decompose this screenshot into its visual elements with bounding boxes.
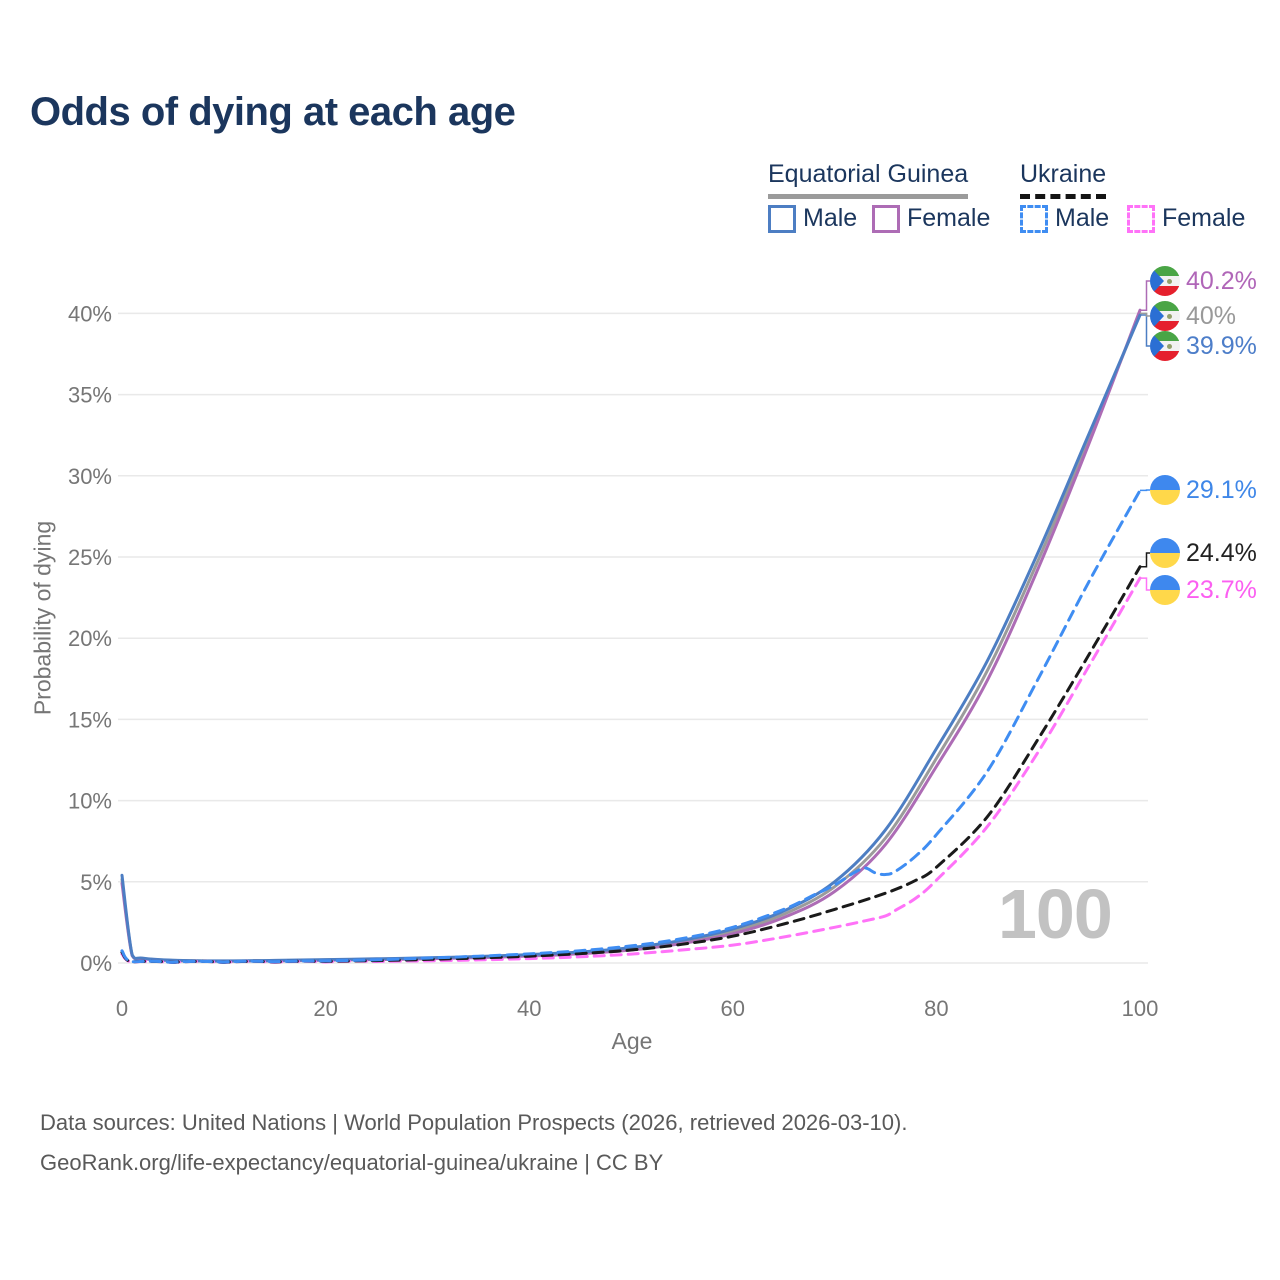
flag-ukraine-icon — [1150, 538, 1180, 568]
end-label-value: 40.2% — [1186, 266, 1257, 295]
legend-swatch-ua-female-icon — [1127, 204, 1155, 233]
series-line-ukraine-both[interactable] — [120, 565, 1142, 964]
end-label-connector — [1140, 312, 1150, 317]
legend-group-ukraine[interactable]: Ukraine — [1020, 160, 1107, 199]
end-label-connector — [1140, 552, 1150, 568]
series-line-ukraine-male[interactable] — [120, 488, 1142, 964]
flag-equatorial-guinea-icon — [1150, 331, 1180, 361]
x-tick-label: 60 — [721, 996, 745, 1021]
legend-swatch-eg-male-icon — [768, 204, 796, 233]
legend-item-ua-male[interactable]: Male — [1020, 204, 1109, 233]
flag-equatorial-guinea-icon — [1150, 301, 1180, 331]
y-axis-title: Probability of dying — [29, 520, 56, 716]
data-sources-text: Data sources: United Nations | World Pop… — [40, 1110, 908, 1135]
end-label-connector — [1140, 314, 1150, 347]
legend-group-equatorial-guinea[interactable]: Equatorial Guinea — [768, 160, 969, 199]
y-tick-label: 40% — [68, 301, 112, 326]
page-title: Odds of dying at each age — [30, 90, 516, 134]
legend-swatch-eg-female-icon — [872, 204, 900, 233]
end-label-eg-male: 39.9% — [1150, 331, 1257, 361]
end-label-connector — [1140, 577, 1150, 591]
legend-label: Male — [803, 204, 858, 232]
end-label-ua-female: 23.7% — [1150, 575, 1257, 605]
legend-label: Female — [907, 204, 991, 232]
end-label-value: 24.4% — [1186, 538, 1257, 567]
y-tick-label: 35% — [68, 383, 112, 408]
y-tick-label: 5% — [80, 870, 112, 895]
end-label-eg-total: 40% — [1150, 301, 1236, 331]
y-tick-label: 25% — [68, 545, 112, 570]
end-label-value: 23.7% — [1186, 575, 1257, 604]
x-tick-label: 80 — [924, 996, 948, 1021]
end-label-ua-male: 29.1% — [1150, 475, 1257, 505]
series-line-equatorial-guinea-female[interactable] — [120, 308, 1142, 963]
y-tick-label: 0% — [80, 951, 112, 976]
flag-ukraine-icon — [1150, 475, 1180, 505]
legend-item-ua-female[interactable]: Female — [1127, 204, 1245, 233]
x-tick-label: 40 — [517, 996, 541, 1021]
legend-item-eg-male[interactable]: Male — [768, 204, 857, 233]
series-line-equatorial-guinea-both[interactable] — [120, 311, 1142, 963]
end-label-connector — [1140, 280, 1150, 311]
y-tick-label: 10% — [68, 789, 112, 814]
y-tick-label: 30% — [68, 464, 112, 489]
flag-equatorial-guinea-icon — [1150, 266, 1180, 296]
x-tick-label: 0 — [116, 996, 128, 1021]
y-tick-label: 15% — [68, 707, 112, 732]
x-axis-title: Age — [611, 1028, 653, 1054]
end-label-ua-total: 24.4% — [1150, 538, 1257, 568]
end-label-value: 40% — [1186, 301, 1237, 330]
y-tick-label: 20% — [68, 626, 112, 651]
legend-label: Female — [1162, 204, 1246, 232]
legend-item-eg-female[interactable]: Female — [872, 204, 990, 233]
legend-swatch-ua-male-icon — [1020, 204, 1048, 233]
end-label-value: 29.1% — [1186, 475, 1257, 504]
legend-label: Male — [1055, 204, 1110, 232]
end-label-value: 39.9% — [1186, 331, 1257, 360]
flag-ukraine-icon — [1150, 575, 1180, 605]
source-url-text: GeoRank.org/life-expectancy/equatorial-g… — [40, 1150, 664, 1175]
x-tick-label: 100 — [1122, 996, 1159, 1021]
end-label-eg-female: 40.2% — [1150, 266, 1257, 296]
age-watermark: 100 — [998, 875, 1113, 953]
x-tick-label: 20 — [313, 996, 337, 1021]
